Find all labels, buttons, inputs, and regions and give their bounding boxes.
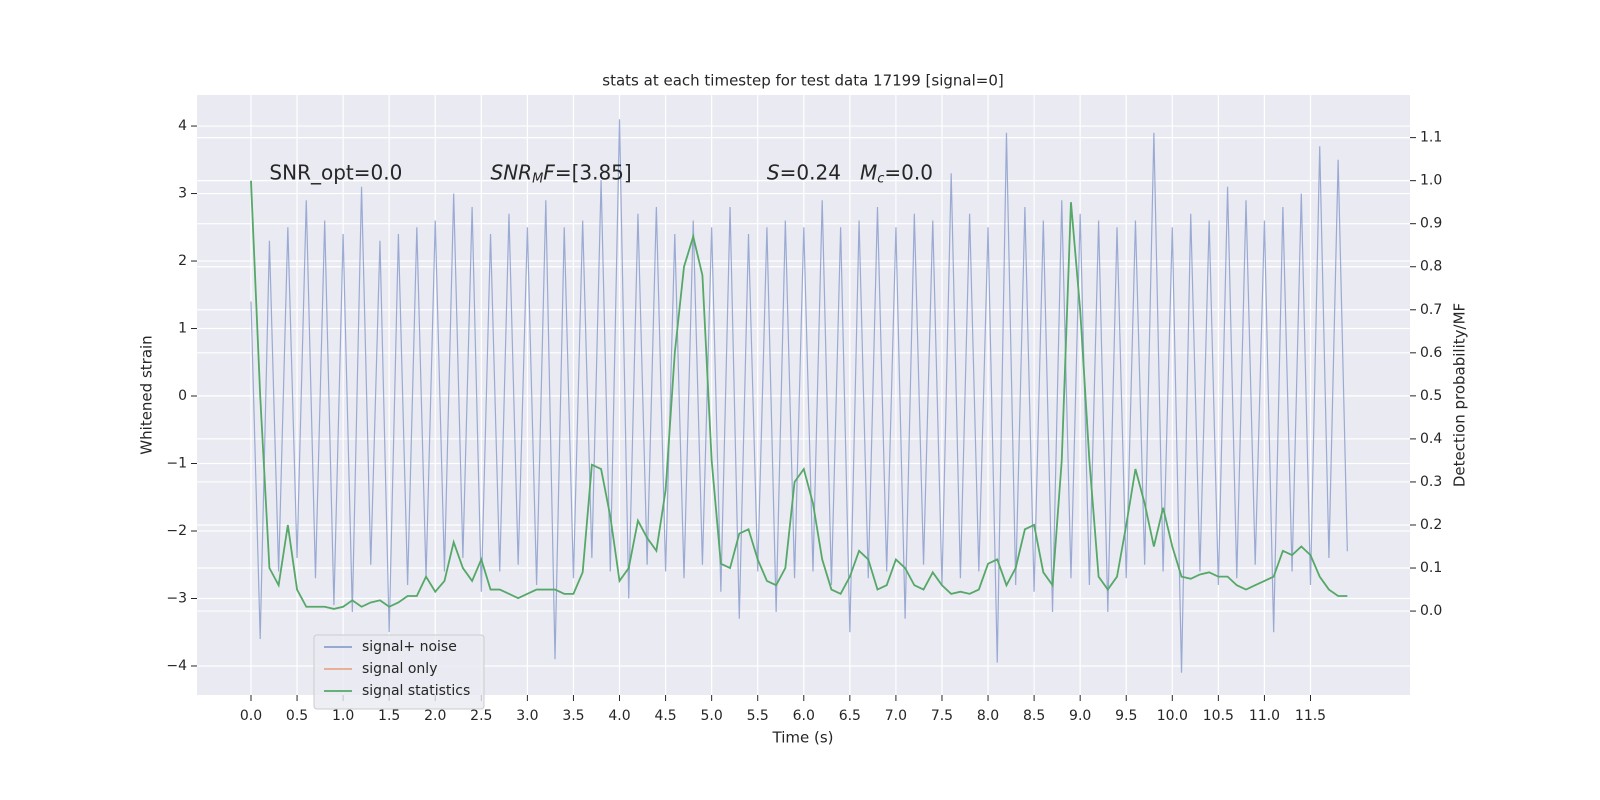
legend-box: [313, 634, 485, 710]
legend-label: signal statistics: [362, 683, 470, 699]
y2-tick-label: 0.4: [1420, 431, 1442, 447]
y2-tick-label: 0.9: [1420, 216, 1442, 232]
x-tick-label: 7.0: [885, 708, 907, 724]
annotation-part: S: [767, 160, 780, 184]
y2-tick-label: 0.2: [1420, 517, 1442, 533]
y2-tick-label: 1.1: [1420, 130, 1442, 146]
x-tick-label: 1.0: [332, 708, 354, 724]
annotation: S=0.24 Mc=0.0: [767, 160, 933, 186]
x-tick-label: 6.5: [839, 708, 861, 724]
chart-title: stats at each timestep for test data 171…: [602, 72, 1003, 90]
x-tick-label: 10.0: [1157, 708, 1188, 724]
y-tick-label: 3: [178, 186, 187, 202]
annotation-part: =0.24: [780, 160, 860, 184]
y-tick-label: −1: [166, 456, 187, 472]
annotation-part: M: [532, 171, 543, 186]
x-tick-label: 2.5: [470, 708, 492, 724]
annotation-part: F: [543, 160, 555, 184]
x-tick-label: 9.5: [1115, 708, 1137, 724]
annotation-part: c: [877, 171, 884, 186]
x-tick-label: 2.0: [424, 708, 446, 724]
y-tick-label: −4: [166, 658, 187, 674]
y2-tick-label: 0.3: [1420, 474, 1442, 490]
x-tick-label: 11.0: [1249, 708, 1280, 724]
y2-tick-label: 0.1: [1420, 560, 1442, 576]
y-tick-label: 1: [178, 321, 187, 337]
y2-axis-label: Detection probability/MF: [1451, 303, 1469, 487]
y2-tick-label: 0.7: [1420, 302, 1442, 318]
x-tick-label: 8.5: [1023, 708, 1045, 724]
x-tick-label: 11.5: [1295, 708, 1326, 724]
x-tick-label: 8.0: [977, 708, 999, 724]
y2-tick-label: 0.8: [1420, 259, 1442, 275]
y2-tick-label: 0.5: [1420, 388, 1442, 404]
x-axis-label: Time (s): [772, 729, 834, 747]
x-tick-label: 0.0: [240, 708, 262, 724]
x-tick-label: 4.0: [608, 708, 630, 724]
y2-tick-label: 0.0: [1420, 603, 1442, 619]
x-tick-label: 9.0: [1069, 708, 1091, 724]
annotation-part: SNR_opt=0.0: [269, 160, 402, 184]
legend-label: signal only: [362, 661, 437, 677]
x-tick-label: 0.5: [286, 708, 308, 724]
y-tick-label: −2: [166, 523, 187, 539]
legend-label: signal+ noise: [362, 639, 457, 655]
y-axis-label: Whitened strain: [138, 335, 156, 454]
y-tick-label: −3: [166, 590, 187, 606]
x-tick-label: 7.5: [931, 708, 953, 724]
series-line: [250, 180, 1348, 610]
annotation: SNR_opt=0.0: [269, 160, 402, 184]
x-tick-label: 6.0: [793, 708, 815, 724]
x-tick-label: 3.5: [562, 708, 584, 724]
annotation-part: M: [860, 160, 877, 184]
x-tick-label: 5.5: [747, 708, 769, 724]
x-tick-label: 4.5: [654, 708, 676, 724]
x-tick-label: 1.5: [378, 708, 400, 724]
y2-tick-label: 1.0: [1420, 173, 1442, 189]
y2-tick-label: 0.6: [1420, 345, 1442, 361]
annotation: SNRMF=[3.85]: [491, 160, 632, 186]
y-tick-label: 4: [178, 118, 187, 134]
x-tick-label: 3.0: [516, 708, 538, 724]
x-tick-label: 5.0: [701, 708, 723, 724]
y-tick-label: 0: [178, 388, 187, 404]
annotation-part: SNR: [491, 160, 533, 184]
y-tick-label: 2: [178, 253, 187, 269]
x-tick-label: 10.5: [1203, 708, 1234, 724]
annotation-part: =[3.85]: [555, 160, 632, 184]
annotation-part: =0.0: [884, 160, 933, 184]
